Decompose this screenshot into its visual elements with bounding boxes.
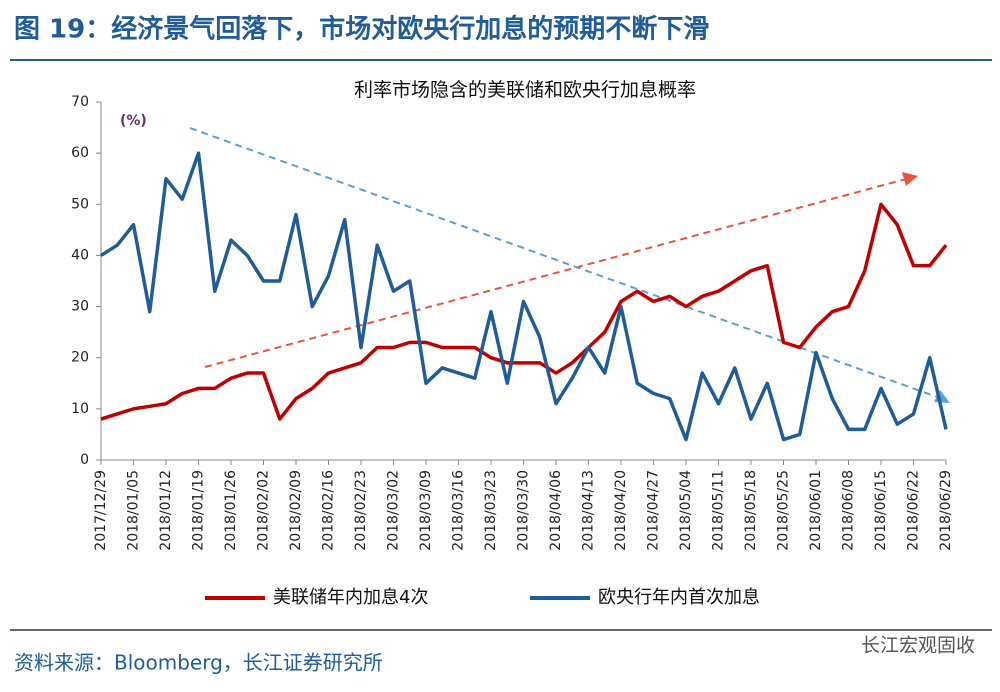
y-tick-label: 20 [71,350,89,366]
x-tick-label: 2018/05/18 [743,470,759,551]
legend-label: 美联储年内加息4次 [273,587,428,608]
y-tick-label: 60 [71,145,89,161]
x-tick-label: 2018/04/13 [581,470,597,551]
y-unit: (%) [120,113,147,129]
x-tick-label: 2017/12/29 [93,470,109,551]
x-tick-label: 2018/03/23 [483,470,499,551]
y-tick-label: 50 [71,196,89,212]
x-tick-label: 2018/01/05 [126,470,142,551]
x-tick-label: 2018/04/27 [646,470,662,551]
x-tick-label: 2018/02/09 [288,470,304,551]
page-title: 图 19：经济景气回落下，市场对欧央行加息的预期不断下滑 [14,14,709,45]
x-tick-label: 2018/05/04 [678,470,694,551]
x-tick-label: 2018/04/20 [613,470,629,551]
series-line [100,202,948,421]
x-tick-label: 2018/06/08 [841,470,857,551]
x-tick-label: 2018/03/30 [516,470,532,551]
y-tick-label: 70 [71,94,89,110]
x-tick-label: 2018/01/12 [158,470,174,551]
series-line [100,151,948,442]
x-tick-label: 2018/01/26 [223,470,239,551]
arrow-head [902,172,918,186]
y-tick-label: 0 [80,452,89,468]
x-tick-label: 2018/06/29 [938,470,954,551]
y-tick-label: 30 [71,299,89,315]
x-tick-label: 2018/04/06 [548,470,564,551]
y-tick-label: 40 [71,247,89,263]
watermark: 长江宏观固收 [861,635,975,657]
x-tick-label: 2018/01/19 [191,470,207,551]
x-tick-label: 2018/02/16 [321,470,337,551]
y-tick-label: 10 [71,401,89,417]
chart-title: 利率市场隐含的美联储和欧央行加息概率 [354,79,696,101]
trend-arrow [204,177,911,368]
x-tick-label: 2018/06/22 [906,470,922,551]
x-tick-label: 2018/03/09 [418,470,434,551]
x-tick-label: 2018/02/23 [353,470,369,551]
x-tick-label: 2018/05/25 [776,470,792,551]
x-tick-label: 2018/06/01 [808,470,824,551]
source: 资料来源：Bloomberg，长江证券研究所 [14,651,383,675]
x-tick-label: 2018/03/02 [386,470,402,551]
x-tick-label: 2018/03/16 [451,470,467,551]
x-tick-label: 2018/02/02 [256,470,272,551]
x-tick-label: 2018/05/11 [711,470,727,551]
legend-label: 欧央行年内首次加息 [598,587,760,608]
trend-arrow [189,127,941,399]
x-tick-label: 2018/06/15 [873,470,889,551]
